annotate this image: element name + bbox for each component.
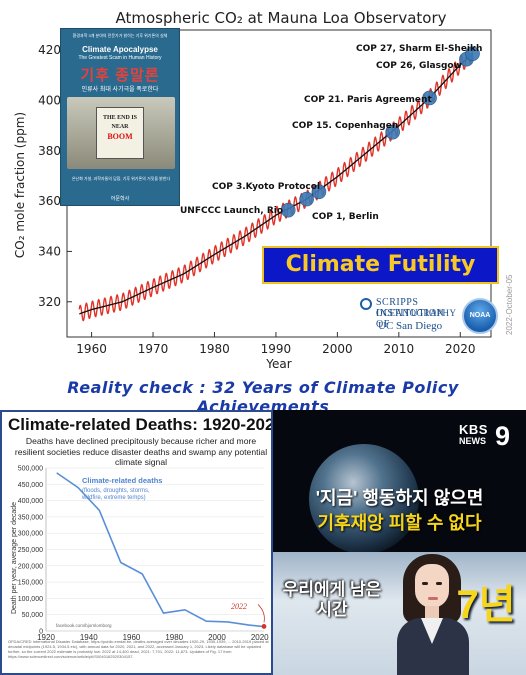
book-subtitle-en: The Greatest Scam in Human History (78, 55, 162, 61)
co2-y-tick-label: 340 (38, 244, 61, 258)
deaths-y-tick-label: 500,000 (18, 466, 43, 473)
co2-y-tick-label: 420 (38, 43, 61, 57)
kbs-caption: 우리에게 남은 시간 (282, 580, 382, 619)
co2-axes: 1960 1970 1980 1990 2000 2010 2020 320 340 360 380… (38, 43, 475, 356)
co2-x-tick-label: 1970 (138, 342, 169, 356)
cop-marker (280, 202, 296, 218)
deaths-highlight-arrow (257, 604, 265, 623)
co2-x-tick-label: 2000 (322, 342, 353, 356)
book-publisher: 어문학사 (110, 196, 130, 202)
deaths-x-tick-label: 2000 (208, 633, 226, 642)
co2-x-tick-label: 1990 (261, 342, 292, 356)
deaths-chart: 0 50,000 100,000 150,000 200,000 250,000 300,0… (11, 466, 269, 643)
cop-markers (280, 46, 480, 218)
deaths-y-axis-label: Death per year, average per decade (11, 502, 18, 614)
deaths-title: Climate-related Deaths: 1920-2022 (8, 415, 273, 434)
cop-label-paris: COP 21. Paris Agreement (304, 95, 432, 105)
co2-monthly-series (78, 49, 474, 322)
deaths-y-tick-label: 200,000 (18, 563, 43, 570)
kbs-news-panel: KBS NEWS 9 '지금' 행동하지 않으면 기후재앙 피할 수 없다 우리… (273, 410, 526, 675)
book-bottom-text: 온난화 가설, 과학자들의 담합, 기후 위기론의 거짓을 밝힌다 (71, 176, 171, 181)
deaths-axes: 0 50,000 100,000 150,000 200,000 250,000 300,0… (18, 466, 269, 643)
news-anchor-figure (393, 552, 473, 675)
co2-y-tick-label: 380 (38, 144, 61, 158)
book-sign-line1: THE END IS (102, 115, 137, 121)
co2-y-tick-label: 400 (38, 93, 61, 107)
co2-x-tick-label: 1980 (199, 342, 230, 356)
cop-label-rio: UNFCCC Launch, Rio (180, 206, 283, 216)
deaths-y-tick-label: 450,000 (18, 482, 43, 489)
co2-x-axis-label: Year (265, 357, 291, 371)
book-title-en: Climate Apocalypse (82, 45, 158, 54)
cop-marker (299, 191, 314, 207)
co2-y-tick-label: 360 (38, 194, 61, 208)
deaths-x-tick-label: 1980 (165, 633, 183, 642)
co2-x-tick-label: 2020 (445, 342, 476, 356)
deaths-subtitle: Deaths have declined precipitously becau… (14, 436, 268, 467)
co2-x-tick-label: 1960 (76, 342, 107, 356)
book-top-text: 환경과학 3개 분야의 전문가가 밝히는 기후 위기론의 실체 (72, 33, 168, 38)
cop-label-copenhagen: COP 15. Copenhagen (292, 121, 398, 131)
scripps-wave-icon (360, 298, 372, 310)
kbs-logo-line2: NEWS (459, 436, 486, 446)
deaths-y-tick-label: 50,000 (22, 612, 44, 619)
scripps-logo-line1: SCRIPPS INSTITUTION OF (376, 297, 445, 330)
book-sign: THE END IS NEAR BOOM (96, 107, 144, 159)
co2-chart: Atmospheric CO₂ at Mauna Loa Observatory… (13, 9, 492, 371)
deaths-y-tick-label: 150,000 (18, 580, 43, 587)
deaths-panel: 0 50,000 100,000 150,000 200,000 250,000 300,0… (0, 410, 273, 675)
book-cover-image: 환경과학 3개 분야의 전문가가 밝히는 기후 위기론의 실체 Climate … (60, 28, 180, 206)
deaths-x-tick-label: 1940 (80, 633, 98, 642)
scripps-logo-line2: OCEANOGRAPHY (376, 308, 457, 318)
co2-y-axis-label: CO₂ mole fraction (ppm) (13, 112, 27, 258)
kbs-headline-line1: '지금' 행동하지 않으면 (315, 488, 484, 508)
co2-chart-title: Atmospheric CO₂ at Mauna Loa Observatory (115, 9, 446, 27)
deaths-y-tick-label: 350,000 (18, 514, 43, 521)
deaths-y-tick-label: 0 (39, 629, 43, 636)
kbs-news9-logo: KBS NEWS 9 (459, 422, 519, 452)
co2-x-tick-label: 2010 (384, 342, 415, 356)
deaths-y-tick-label: 100,000 (18, 596, 43, 603)
noaa-logo: NOAA (462, 298, 498, 334)
climate-futility-banner: Climate Futility (262, 246, 499, 284)
kbs-years-remaining: 7년 (456, 583, 516, 627)
deaths-y-tick-label: 400,000 (18, 498, 43, 505)
deaths-facebook-credit: facebook.com/bjornlomborg (56, 623, 112, 628)
co2-trend-line (79, 53, 473, 315)
kbs-headline-line2: 기후재앙 피할 수 없다 (317, 513, 482, 533)
kbs-logo-line1: KBS (459, 422, 488, 437)
book-subtitle-kr: 인류사 최대 사기극을 폭로한다 (81, 87, 159, 93)
deaths-y-tick-label: 300,000 (18, 531, 43, 538)
cop-label-sharm: COP 27, Sharm El-Sheikh (356, 44, 482, 54)
book-sign-line2: NEAR (111, 124, 129, 130)
book-title-kr: 기후 종말론 (80, 67, 160, 84)
cop-label-berlin: COP 1, Berlin (312, 212, 379, 222)
deaths-2022-highlight (257, 604, 267, 629)
cop-marker (422, 90, 437, 106)
earth-image (309, 444, 419, 554)
co2-panel: Atmospheric CO₂ at Mauna Loa Observatory… (13, 9, 514, 416)
cop-marker (385, 124, 400, 140)
deaths-2022-point (261, 624, 267, 629)
deaths-legend-title: Climate-related deaths (82, 476, 162, 485)
deaths-2022-label: 2022 (231, 602, 247, 611)
deaths-x-tick-label: 1960 (123, 633, 141, 642)
deaths-y-tick-label: 250,000 (18, 547, 43, 554)
date-stamp: 2022-October-05 (505, 274, 514, 335)
deaths-x-tick-label: 2020 (251, 633, 269, 642)
scripps-logo: SCRIPPS INSTITUTION OF OCEANOGRAPHY (360, 296, 460, 336)
cop-marker (465, 46, 480, 61)
deaths-series-line (56, 472, 262, 628)
ucsd-logo: UC San Diego (378, 320, 443, 332)
book-sign-line3: BOOM (107, 132, 133, 141)
cop-label-kyoto: COP 3.Kyoto Protocol (212, 182, 320, 192)
deaths-x-tick-label: 1920 (37, 633, 55, 642)
co2-y-tick-label: 320 (38, 295, 61, 309)
deaths-legend-text: (floods, droughts, storms, wildfire, ext… (81, 488, 151, 501)
cop-marker (311, 184, 327, 200)
deaths-source-note: OFDA/CRED International Disaster Databas… (8, 639, 269, 659)
kbs-logo-number: 9 (495, 421, 511, 451)
cop-label-glasgow: COP 26, Glasgow (376, 61, 462, 71)
